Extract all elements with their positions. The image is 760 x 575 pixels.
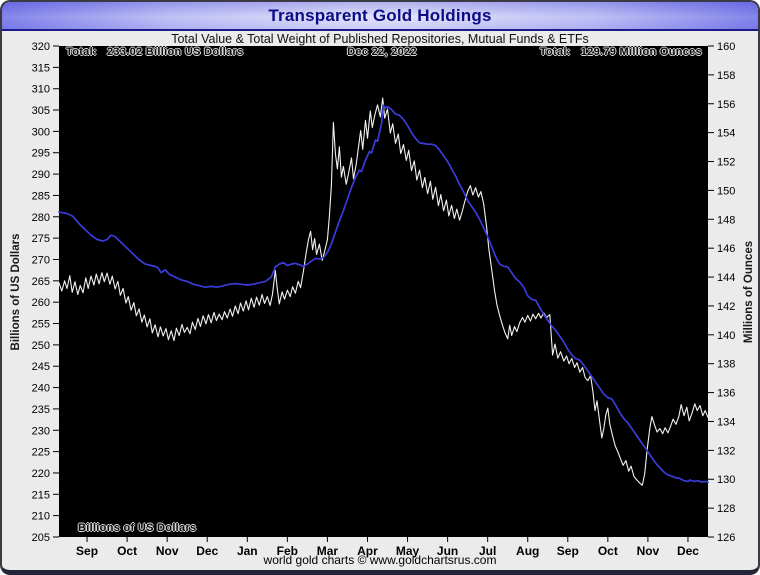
title-bar: Transparent Gold Holdings — [2, 2, 758, 31]
left-axis-tick-label: 285 — [32, 190, 50, 202]
x-axis-month-label: Jan — [237, 544, 258, 558]
right-axis-tick-label: 144 — [717, 272, 735, 284]
x-axis-month-label: Oct — [598, 544, 618, 558]
left-axis-tick-label: 215 — [32, 489, 50, 501]
left-axis-title: Billions of US Dollars — [10, 233, 22, 351]
left-axis-tick-label: 320 — [32, 41, 50, 53]
x-axis-month-label: Feb — [277, 544, 298, 558]
right-axis-tick-label: 158 — [717, 70, 735, 82]
x-axis-month-label: Oct — [117, 544, 137, 558]
x-axis-month-label: Jun — [437, 544, 458, 558]
footer-credit: world gold charts © www.goldchartsrus.co… — [263, 553, 497, 567]
left-axis-tick-label: 220 — [32, 468, 50, 480]
left-axis-tick-label: 295 — [32, 148, 50, 160]
x-axis-month-label: May — [396, 544, 420, 558]
right-axis-tick-label: 134 — [717, 416, 735, 428]
right-axis-tick-label: 130 — [717, 474, 735, 486]
x-axis-month-label: Nov — [637, 544, 660, 558]
left-axis-tick-label: 245 — [32, 361, 50, 373]
legend-billions-label: Billions of US Dollars — [78, 522, 197, 534]
left-axis-tick-label: 250 — [32, 340, 50, 352]
chart-subtitle: Total Value & Total Weight of Published … — [171, 32, 589, 46]
right-axis-tick-label: 132 — [717, 445, 735, 457]
left-axis-tick-label: 240 — [32, 383, 50, 395]
x-axis-month-label: Apr — [357, 544, 378, 558]
right-axis-tick-label: 160 — [717, 41, 735, 53]
left-axis-tick-label: 315 — [32, 62, 50, 74]
left-axis-tick-label: 255 — [32, 319, 50, 331]
left-axis-tick-label: 260 — [32, 297, 50, 309]
left-axis-tick-label: 235 — [32, 404, 50, 416]
left-axis-tick-label: 310 — [32, 84, 50, 96]
left-axis-tick-label: 305 — [32, 105, 50, 117]
left-axis-tick-label: 205 — [32, 532, 50, 544]
right-axis-tick-label: 136 — [717, 388, 735, 400]
x-axis-month-label: Dec — [196, 544, 218, 558]
x-axis-month-label: Dec — [677, 544, 699, 558]
left-axis-tick-label: 230 — [32, 425, 50, 437]
x-axis-month-label: Jul — [479, 544, 496, 558]
right-axis-tick-label: 150 — [717, 185, 735, 197]
right-axis-tick-label: 128 — [717, 503, 735, 515]
left-axis-tick-label: 300 — [32, 126, 50, 138]
left-axis-tick-label: 210 — [32, 511, 50, 523]
x-axis-month-label: Nov — [156, 544, 179, 558]
right-axis-tick-label: 140 — [717, 330, 735, 342]
total-weight-annotation: Total: 129.79 Million Ounces — [539, 46, 702, 58]
right-axis-tick-label: 152 — [717, 157, 735, 169]
weight-series-line — [58, 104, 709, 484]
right-axis-tick-label: 126 — [717, 532, 735, 544]
left-axis-tick-label: 290 — [32, 169, 50, 181]
right-axis-tick-label: 138 — [717, 359, 735, 371]
right-axis-tick-label: 148 — [717, 214, 735, 226]
right-axis-tick-label: 142 — [717, 301, 735, 313]
left-axis-tick-label: 270 — [32, 254, 50, 266]
page-title: Transparent Gold Holdings — [268, 5, 492, 25]
x-axis-month-label: Mar — [317, 544, 339, 558]
plot-background — [59, 46, 708, 537]
value-series-line — [58, 97, 709, 486]
as-of-date-annotation: Dec 22, 2022 — [347, 46, 417, 58]
right-axis-title: Millions of Ounces — [743, 240, 755, 344]
x-axis-month-label: Sep — [557, 544, 579, 558]
x-axis-month-label: Sep — [76, 544, 98, 558]
left-axis-tick-label: 280 — [32, 212, 50, 224]
right-axis-tick-label: 146 — [717, 243, 735, 255]
left-axis-tick-label: 265 — [32, 276, 50, 288]
left-axis-tick-label: 275 — [32, 233, 50, 245]
total-value-annotation: Total: 233.02 Billion US Dollars — [66, 46, 244, 58]
right-axis-tick-label: 154 — [717, 128, 735, 140]
x-axis-month-label: Aug — [516, 544, 539, 558]
right-axis-tick-label: 156 — [717, 99, 735, 111]
left-axis-tick-label: 225 — [32, 447, 50, 459]
